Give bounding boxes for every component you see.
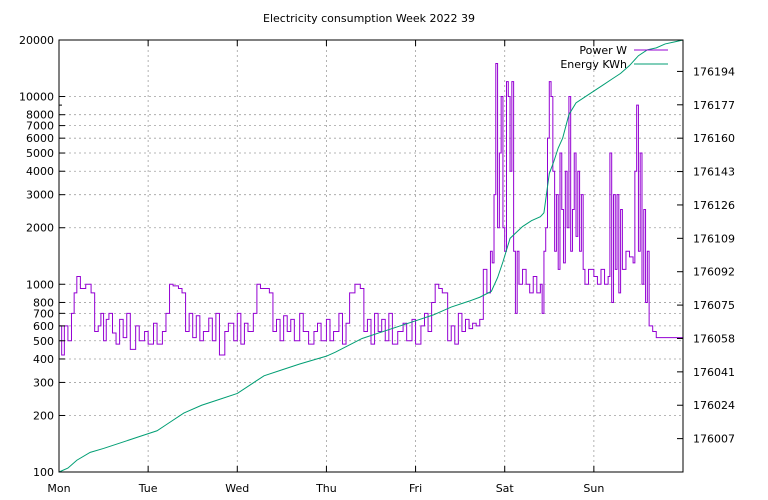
x-tick-label: Tue: [138, 482, 158, 495]
grid: [59, 40, 683, 472]
y-left-tick-label: 1000: [26, 278, 54, 291]
x-tick-label: Wed: [225, 482, 249, 495]
y-left-tick-label: 500: [33, 335, 54, 348]
y-right-tick-label: 176177: [693, 99, 735, 112]
y-right-tick-label: 176058: [693, 332, 735, 345]
legend-label-energy: Energy KWh: [560, 58, 627, 71]
y-left-tick-label: 10000: [19, 91, 54, 104]
y-right-tick-label: 176143: [693, 166, 735, 179]
plot-frame: [58, 39, 684, 473]
y-right-tick-label: 176126: [693, 199, 735, 212]
y-left-tick-label: 300: [33, 376, 54, 389]
y-left-tick-label: 800: [33, 296, 54, 309]
y-right-tick-label: 176109: [693, 232, 735, 245]
y-right-tick-label: 176194: [693, 65, 735, 78]
chart-title: Electricity consumption Week 2022 39: [263, 12, 475, 25]
y-left-tick-label: 100: [33, 466, 54, 479]
y-left-tick-label: 2000: [26, 222, 54, 235]
x-tick-label: Sat: [496, 482, 515, 495]
series-power-line: [59, 62, 683, 356]
y-left-tick-label: 400: [33, 353, 54, 366]
y-right-tick-label: 176075: [693, 299, 735, 312]
y-left-tick-label: 200: [33, 409, 54, 422]
y-left-tick-label: 700: [33, 307, 54, 320]
y-left-tick-label: 7000: [26, 120, 54, 133]
y-left-tick-label: 6000: [26, 132, 54, 145]
y-right-tick-label: 176041: [693, 366, 735, 379]
y-left-tick-label: 5000: [26, 147, 54, 160]
y-right-tick-label: 176024: [693, 399, 735, 412]
y-left-tick-label: 8000: [26, 109, 54, 122]
legend-label-power: Power W: [579, 44, 627, 57]
x-tick-label: Mon: [47, 482, 70, 495]
legend: Power W Energy KWh: [560, 44, 668, 71]
y-left-tick-label: 4000: [26, 165, 54, 178]
y-left-tick-label: 600: [33, 320, 54, 333]
y-right-tick-label: 176007: [693, 433, 735, 446]
x-tick-label: Thu: [315, 482, 337, 495]
series-energy-line: [58, 39, 684, 473]
series-layer: [58, 39, 684, 473]
y-left-tick-label: 20000: [19, 34, 54, 47]
y-right-tick-label: 176092: [693, 266, 735, 279]
x-tick-label: Sun: [583, 482, 604, 495]
y-right-tick-label: 176160: [693, 132, 735, 145]
x-tick-label: Fri: [409, 482, 422, 495]
y-left-tick-label: 3000: [26, 189, 54, 202]
